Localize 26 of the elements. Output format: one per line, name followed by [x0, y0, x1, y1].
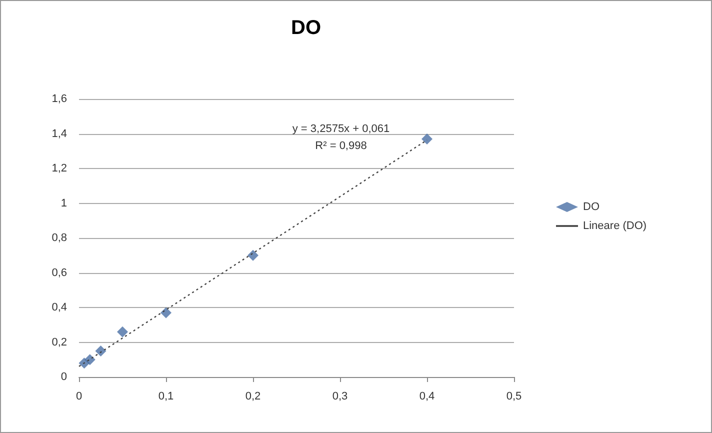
point [117, 326, 128, 338]
x-tick-label: 0,2 [245, 390, 261, 402]
y-tick-label: 1,2 [52, 162, 67, 174]
y-tick-label: 0,2 [52, 336, 67, 348]
y-tick-label: 1,6 [52, 93, 67, 105]
x-tick-label: 0 [76, 390, 82, 402]
legend-label: DO [583, 201, 600, 213]
y-tick-label: 1 [60, 197, 67, 210]
annotation: R² = 0,998 [315, 140, 367, 152]
y-tick-label: 0,6 [52, 266, 67, 279]
y-tick-label: 0,8 [52, 232, 67, 244]
x-tick-label: 0,1 [158, 390, 174, 402]
x-tick-label: 0,4 [419, 390, 435, 402]
point [160, 307, 172, 318]
point [84, 354, 96, 366]
point [95, 345, 106, 356]
annotation: y = 3,2575x + 0,061 [292, 123, 390, 135]
y-tick-label: 0 [60, 371, 67, 383]
x-tick-label: 0,5 [506, 390, 522, 402]
y-tick-label: 1,4 [52, 128, 67, 140]
x-tick-label: 0,3 [332, 390, 348, 402]
chart-title: DO [291, 17, 321, 39]
legend-label: Lineare (DO) [583, 220, 647, 232]
y-tick-label: 0,4 [52, 302, 67, 314]
point [248, 250, 258, 261]
point [422, 133, 432, 144]
